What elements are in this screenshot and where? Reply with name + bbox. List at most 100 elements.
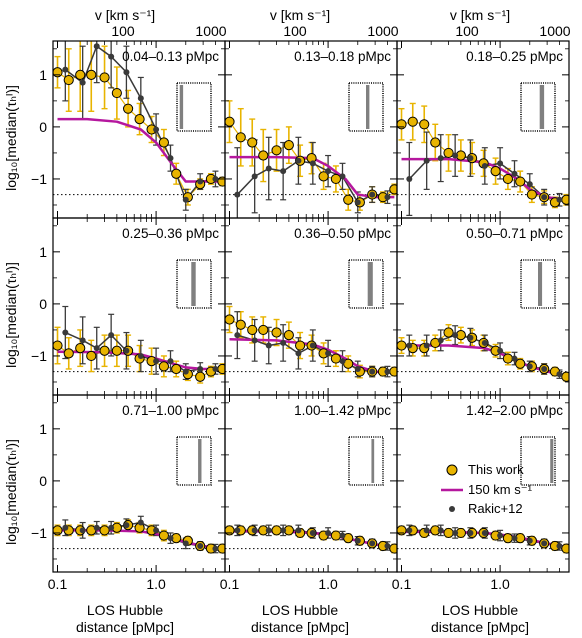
rakic-point <box>212 365 219 372</box>
rakic-point <box>384 194 391 201</box>
panel-plot-area <box>225 100 397 218</box>
this-work-point <box>225 525 235 536</box>
panel-label: 0.71–1.00 pMpc <box>122 403 219 418</box>
panel-5: 0.36–0.50 pMpc <box>224 217 398 396</box>
rakic-point <box>556 371 563 378</box>
panel-4: 0.25–0.36 pMpc 1 0 −1 <box>31 217 226 396</box>
this-work-point <box>111 345 122 356</box>
rakic-point <box>123 522 130 529</box>
rakic-point <box>481 529 488 536</box>
top-axis-title-3: v [km s⁻¹] <box>450 7 510 23</box>
rakic-point <box>437 527 444 534</box>
inset-band <box>179 85 184 129</box>
rakic-point <box>384 368 391 375</box>
panel-label: 1.42–2.00 pMpc <box>466 403 563 418</box>
rakic-point <box>526 181 533 188</box>
this-work-point <box>235 319 246 330</box>
legend-this-work-marker <box>446 464 458 476</box>
rakic-point <box>265 165 272 172</box>
rakic-point <box>452 152 459 159</box>
panel-plot-area <box>397 324 569 382</box>
this-work-point <box>63 74 74 86</box>
this-work-point <box>158 137 169 148</box>
rakic-point <box>167 535 174 542</box>
rakic-point <box>93 524 100 531</box>
panel-frame <box>396 394 570 573</box>
rakic-point <box>467 155 474 162</box>
rakic-point <box>295 350 302 357</box>
this-work-point <box>330 530 341 541</box>
this-work-point <box>134 113 145 125</box>
this-work-point <box>53 67 63 78</box>
inset-frame <box>348 259 384 309</box>
rakic-point <box>325 529 332 536</box>
this-work-point <box>502 173 513 185</box>
panel-3: 0.18–0.25 pMpc 100 1000 <box>396 23 571 219</box>
y-tick-label: −1 <box>31 348 47 364</box>
rakic-point <box>234 191 241 198</box>
inset-band <box>550 439 554 483</box>
rakic-point <box>481 162 488 169</box>
rakic-point <box>406 175 413 182</box>
this-work-point <box>526 189 537 200</box>
rakic-point <box>280 339 287 346</box>
rakic-point <box>339 173 346 180</box>
y-tick-label: 0 <box>39 119 47 135</box>
rakic-point <box>556 542 563 549</box>
rakic-point <box>167 155 174 162</box>
this-work-point <box>502 533 513 544</box>
this-work-point <box>53 525 63 536</box>
bottom-axis-title-2-line1: LOS Hubble <box>262 602 338 618</box>
this-work-point <box>389 543 397 554</box>
this-work-point <box>53 340 63 351</box>
rakic-point <box>79 527 86 534</box>
y-tick-label: 1 <box>39 421 47 437</box>
this-work-point <box>283 330 294 341</box>
x-tick-label: 0.1 <box>220 576 240 592</box>
rakic-point <box>212 545 219 552</box>
this-work-point <box>443 147 454 159</box>
inset-frame <box>176 436 212 486</box>
panel-plot-area <box>53 41 225 211</box>
this-work-point <box>271 145 282 156</box>
rakic-point <box>153 126 160 133</box>
legend-model-label: 150 km s⁻¹ <box>468 482 533 497</box>
rakic-point <box>251 173 258 180</box>
rakic-point <box>339 358 346 365</box>
panel-plot-area <box>397 102 569 216</box>
inset-frame <box>348 436 384 486</box>
this-work-point <box>75 69 86 80</box>
bottom-axis-title-3-line1: LOS Hubble <box>442 602 518 618</box>
bottom-axis-title-1-line2: distance [pMpc] <box>76 619 174 635</box>
top-tick-label: 100 <box>111 23 135 39</box>
this-work-point <box>515 358 526 369</box>
rakic-point <box>197 542 204 549</box>
rakic-point <box>123 347 130 354</box>
rakic-point <box>354 537 361 544</box>
this-work-point <box>271 327 282 338</box>
rakic-point <box>497 160 504 167</box>
rakic-point <box>62 329 69 336</box>
rakic-point <box>369 540 376 547</box>
left-axis-title-1: log₁₀[median(τₕᴵ)] <box>3 85 19 191</box>
x-tick-label: 1.0 <box>318 576 338 592</box>
rakic-point <box>212 175 219 182</box>
this-work-point <box>271 525 282 536</box>
inset-frame <box>520 436 556 486</box>
panel-6: 0.50–0.71 pMpc <box>396 217 570 396</box>
rakic-point <box>295 527 302 534</box>
panel-label: 0.04–0.13 pMpc <box>122 49 219 64</box>
inset-band <box>367 262 373 306</box>
rakic-point <box>79 337 86 344</box>
this-work-point <box>443 527 454 539</box>
this-work-point <box>86 69 97 80</box>
labels-layer: v [km s⁻¹] v [km s⁻¹] v [km s⁻¹] LOS Hub… <box>3 7 533 635</box>
this-work-point <box>171 168 182 179</box>
panel-plot-area <box>225 305 397 379</box>
rakic-point <box>423 342 430 349</box>
rakic-point <box>481 339 488 346</box>
rakic-point <box>437 337 444 344</box>
top-axis-title-2: v [km s⁻¹] <box>270 7 330 23</box>
panel-label: 0.13–0.18 pMpc <box>294 49 391 64</box>
inset-band <box>371 439 375 483</box>
